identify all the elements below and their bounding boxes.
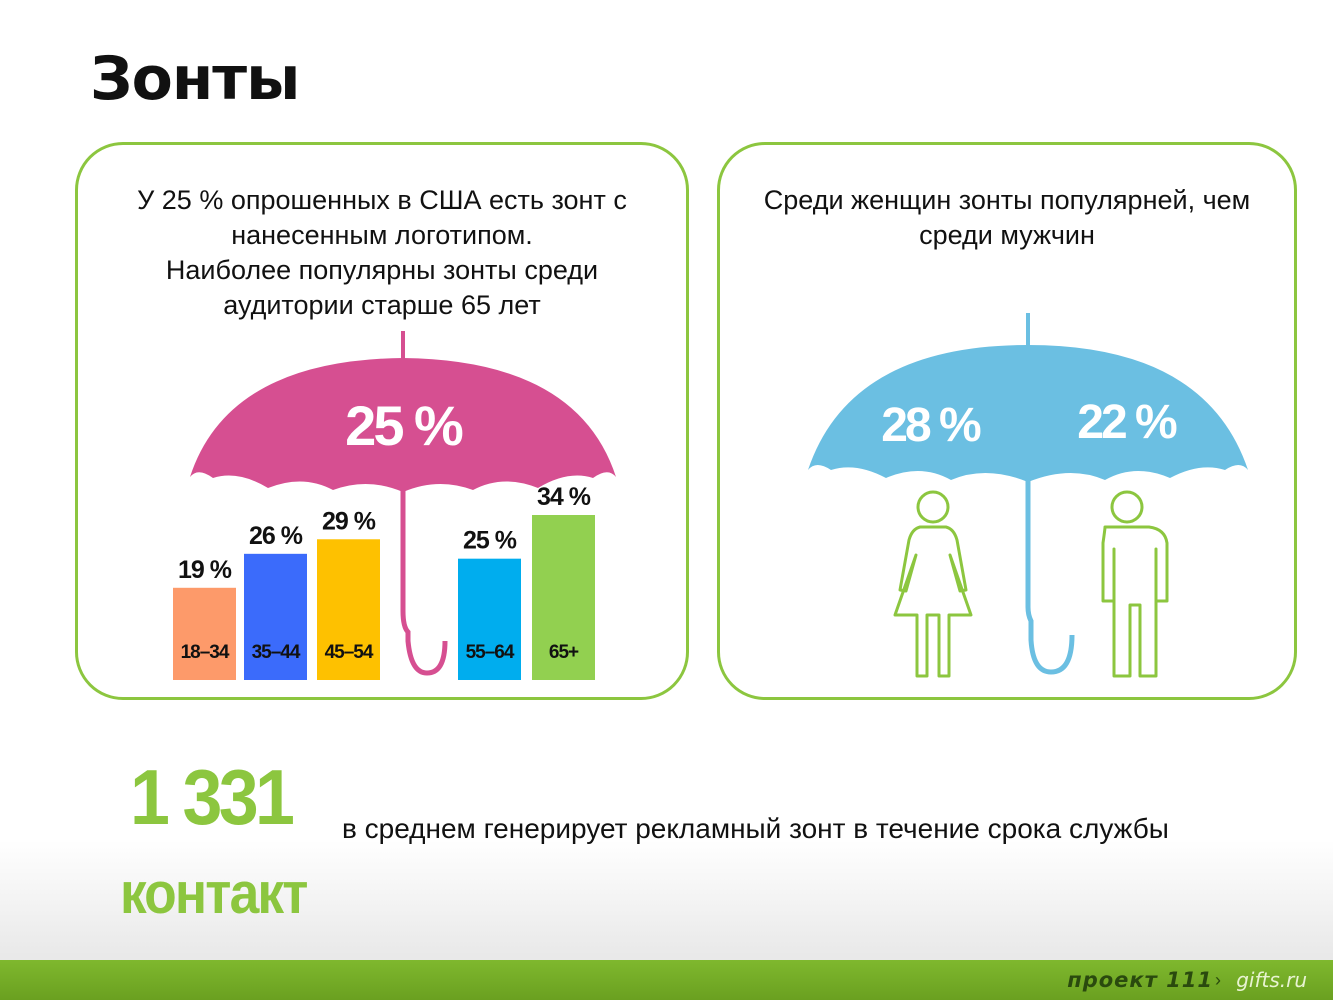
- umbrella-handle: [400, 485, 448, 676]
- bar-category-label: 55–64: [466, 642, 515, 663]
- bar-45–54: [317, 539, 380, 680]
- woman-icon: [893, 490, 973, 678]
- bar-value-label: 19 %: [178, 556, 232, 584]
- bar-category-label: 35–44: [252, 642, 301, 663]
- bar-value-label: 29 %: [322, 507, 376, 535]
- bar-18–34: [173, 587, 236, 680]
- bar-value-label: 34 %: [537, 483, 591, 511]
- bar-35–44: [244, 553, 307, 680]
- page-title: Зонты: [90, 44, 300, 114]
- umbrella-handle: [1025, 475, 1075, 675]
- bar-value-label: 26 %: [249, 522, 303, 550]
- gender-umbrella-graphic: 28 % 22 %: [808, 313, 1248, 678]
- bar-55–64: [458, 558, 521, 680]
- man-icon: [1101, 490, 1169, 678]
- footer-bar: [0, 960, 1333, 1000]
- age-stats-panel: У 25 % опрошенных в США есть зонт с нане…: [75, 142, 689, 700]
- age-bars: 19 % 18–34 26 % 35–44 29 % 45–54 25 % 55–64 34 %…: [173, 483, 595, 680]
- footer-site-link[interactable]: gifts.ru: [1236, 968, 1307, 992]
- gender-stats-description: Среди женщин зонты популярней, чем среди…: [763, 185, 1251, 250]
- bar-category-label: 65+: [549, 642, 579, 663]
- bar-65+: [532, 515, 595, 680]
- men-percent-label: 22 %: [1077, 396, 1177, 449]
- bar-category-label: 45–54: [325, 642, 374, 663]
- bar-category-label: 18–34: [181, 642, 230, 663]
- umbrella-canopy: [808, 345, 1248, 482]
- umbrella-percent-label: 25 %: [345, 394, 463, 457]
- footer-arrow-icon: ›: [1215, 970, 1221, 990]
- umbrella-canopy: [190, 358, 616, 492]
- age-umbrella-chart: 25 % 19 % 18–34 26 % 35–44 29 % 45–54 25 % 55–6…: [173, 331, 616, 680]
- contacts-number: 1 331: [130, 753, 295, 841]
- bar-value-label: 25 %: [463, 527, 517, 555]
- gender-stats-panel: Среди женщин зонты популярней, чем среди…: [717, 142, 1297, 700]
- age-stats-description: У 25 % опрошенных в США есть зонт с нане…: [137, 185, 627, 320]
- contacts-caption: в среднем генерирует рекламный зонт в те…: [342, 813, 1169, 844]
- contacts-unit: контакт: [120, 861, 308, 926]
- footer-brand-logo: проект 111: [1067, 968, 1213, 992]
- women-percent-label: 28 %: [881, 399, 981, 452]
